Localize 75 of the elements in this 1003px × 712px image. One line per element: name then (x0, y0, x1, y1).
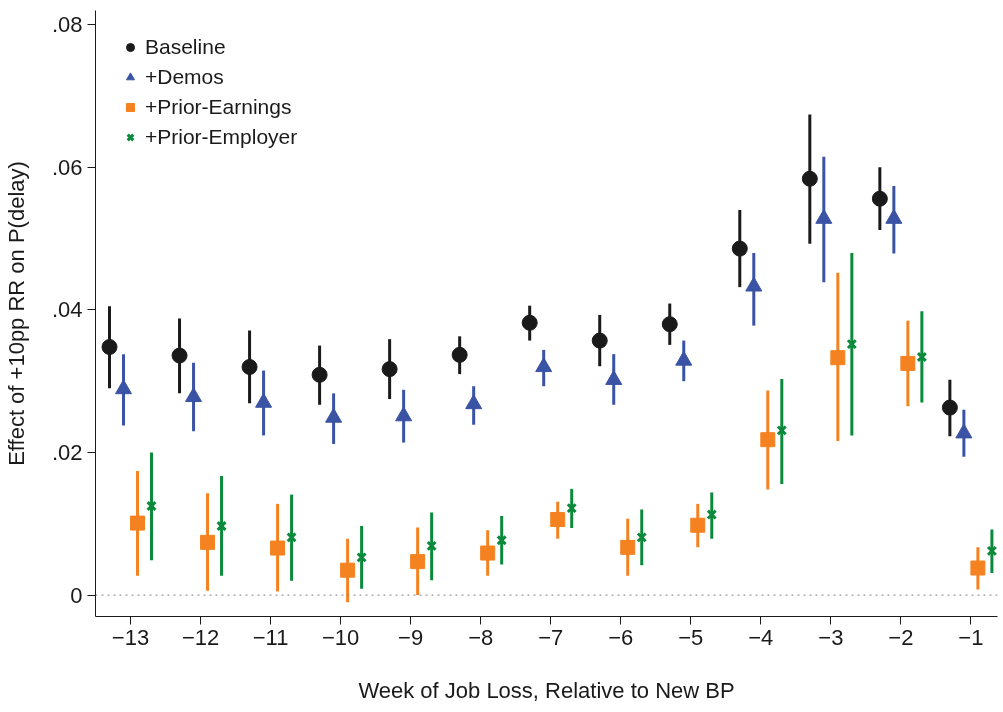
point (731, 240, 748, 257)
point (871, 190, 888, 207)
x-tick-label: −1 (958, 624, 984, 650)
y-tick-label: .08 (51, 12, 83, 38)
point (521, 314, 538, 331)
legend-label: +Prior-Earnings (145, 95, 292, 119)
point (200, 534, 216, 550)
point (776, 425, 788, 436)
x-tick-label: −9 (398, 624, 424, 650)
x-tick-label: −6 (608, 624, 634, 650)
point (900, 355, 916, 371)
point (381, 361, 398, 378)
point (185, 387, 203, 403)
legend-label: +Prior-Employer (145, 125, 298, 149)
y-tick-label: .04 (51, 297, 83, 323)
y-tick-label: 0 (70, 582, 83, 608)
point (286, 531, 297, 543)
point (986, 545, 998, 557)
point (356, 551, 368, 563)
point (410, 554, 426, 570)
point (451, 346, 468, 363)
y-tick-label: .02 (51, 440, 83, 466)
point (130, 515, 146, 531)
point (171, 347, 188, 364)
point (605, 370, 623, 385)
point (566, 502, 578, 514)
x-tick-label: −13 (111, 624, 150, 650)
point (591, 332, 608, 349)
x-tick-label: −12 (181, 624, 220, 650)
point (815, 208, 833, 224)
point (270, 540, 286, 556)
point (101, 339, 118, 355)
y-axis-title: Effect of +10pp RR on P(delay) (3, 161, 29, 466)
x-tick-label: −3 (818, 624, 844, 650)
legend-label: Baseline (145, 35, 226, 59)
point (830, 350, 846, 366)
point (216, 520, 227, 532)
point (885, 208, 903, 224)
x-tick-label: −2 (888, 624, 914, 650)
point (675, 350, 693, 366)
point (760, 432, 776, 448)
x-axis-title: Week of Job Loss, Relative to New BP (358, 677, 735, 703)
point (535, 357, 553, 373)
point (706, 509, 718, 520)
point (846, 338, 858, 350)
point (311, 366, 328, 383)
point (426, 540, 438, 552)
point (661, 316, 678, 333)
x-tick-label: −11 (252, 624, 289, 650)
point (241, 358, 258, 375)
x-tick-label: −5 (678, 624, 704, 650)
x-tick-label: −8 (468, 624, 494, 650)
point (325, 407, 343, 423)
point (636, 531, 648, 543)
x-tick-label: −10 (321, 624, 360, 650)
legend-label: +Demos (145, 65, 224, 89)
point (395, 406, 413, 422)
point (916, 351, 928, 363)
point (255, 392, 273, 408)
point (941, 399, 958, 416)
point (340, 562, 356, 578)
point (801, 170, 818, 187)
point (480, 545, 496, 561)
point (465, 394, 483, 410)
point (955, 423, 973, 439)
point (620, 539, 636, 555)
x-tick-label: −4 (748, 624, 774, 650)
y-tick-label: .06 (51, 154, 83, 180)
point (970, 560, 986, 576)
point (550, 512, 566, 528)
point (690, 517, 706, 533)
point (146, 500, 157, 512)
point (745, 276, 763, 292)
x-tick-label: −7 (538, 624, 564, 650)
point (496, 534, 508, 546)
